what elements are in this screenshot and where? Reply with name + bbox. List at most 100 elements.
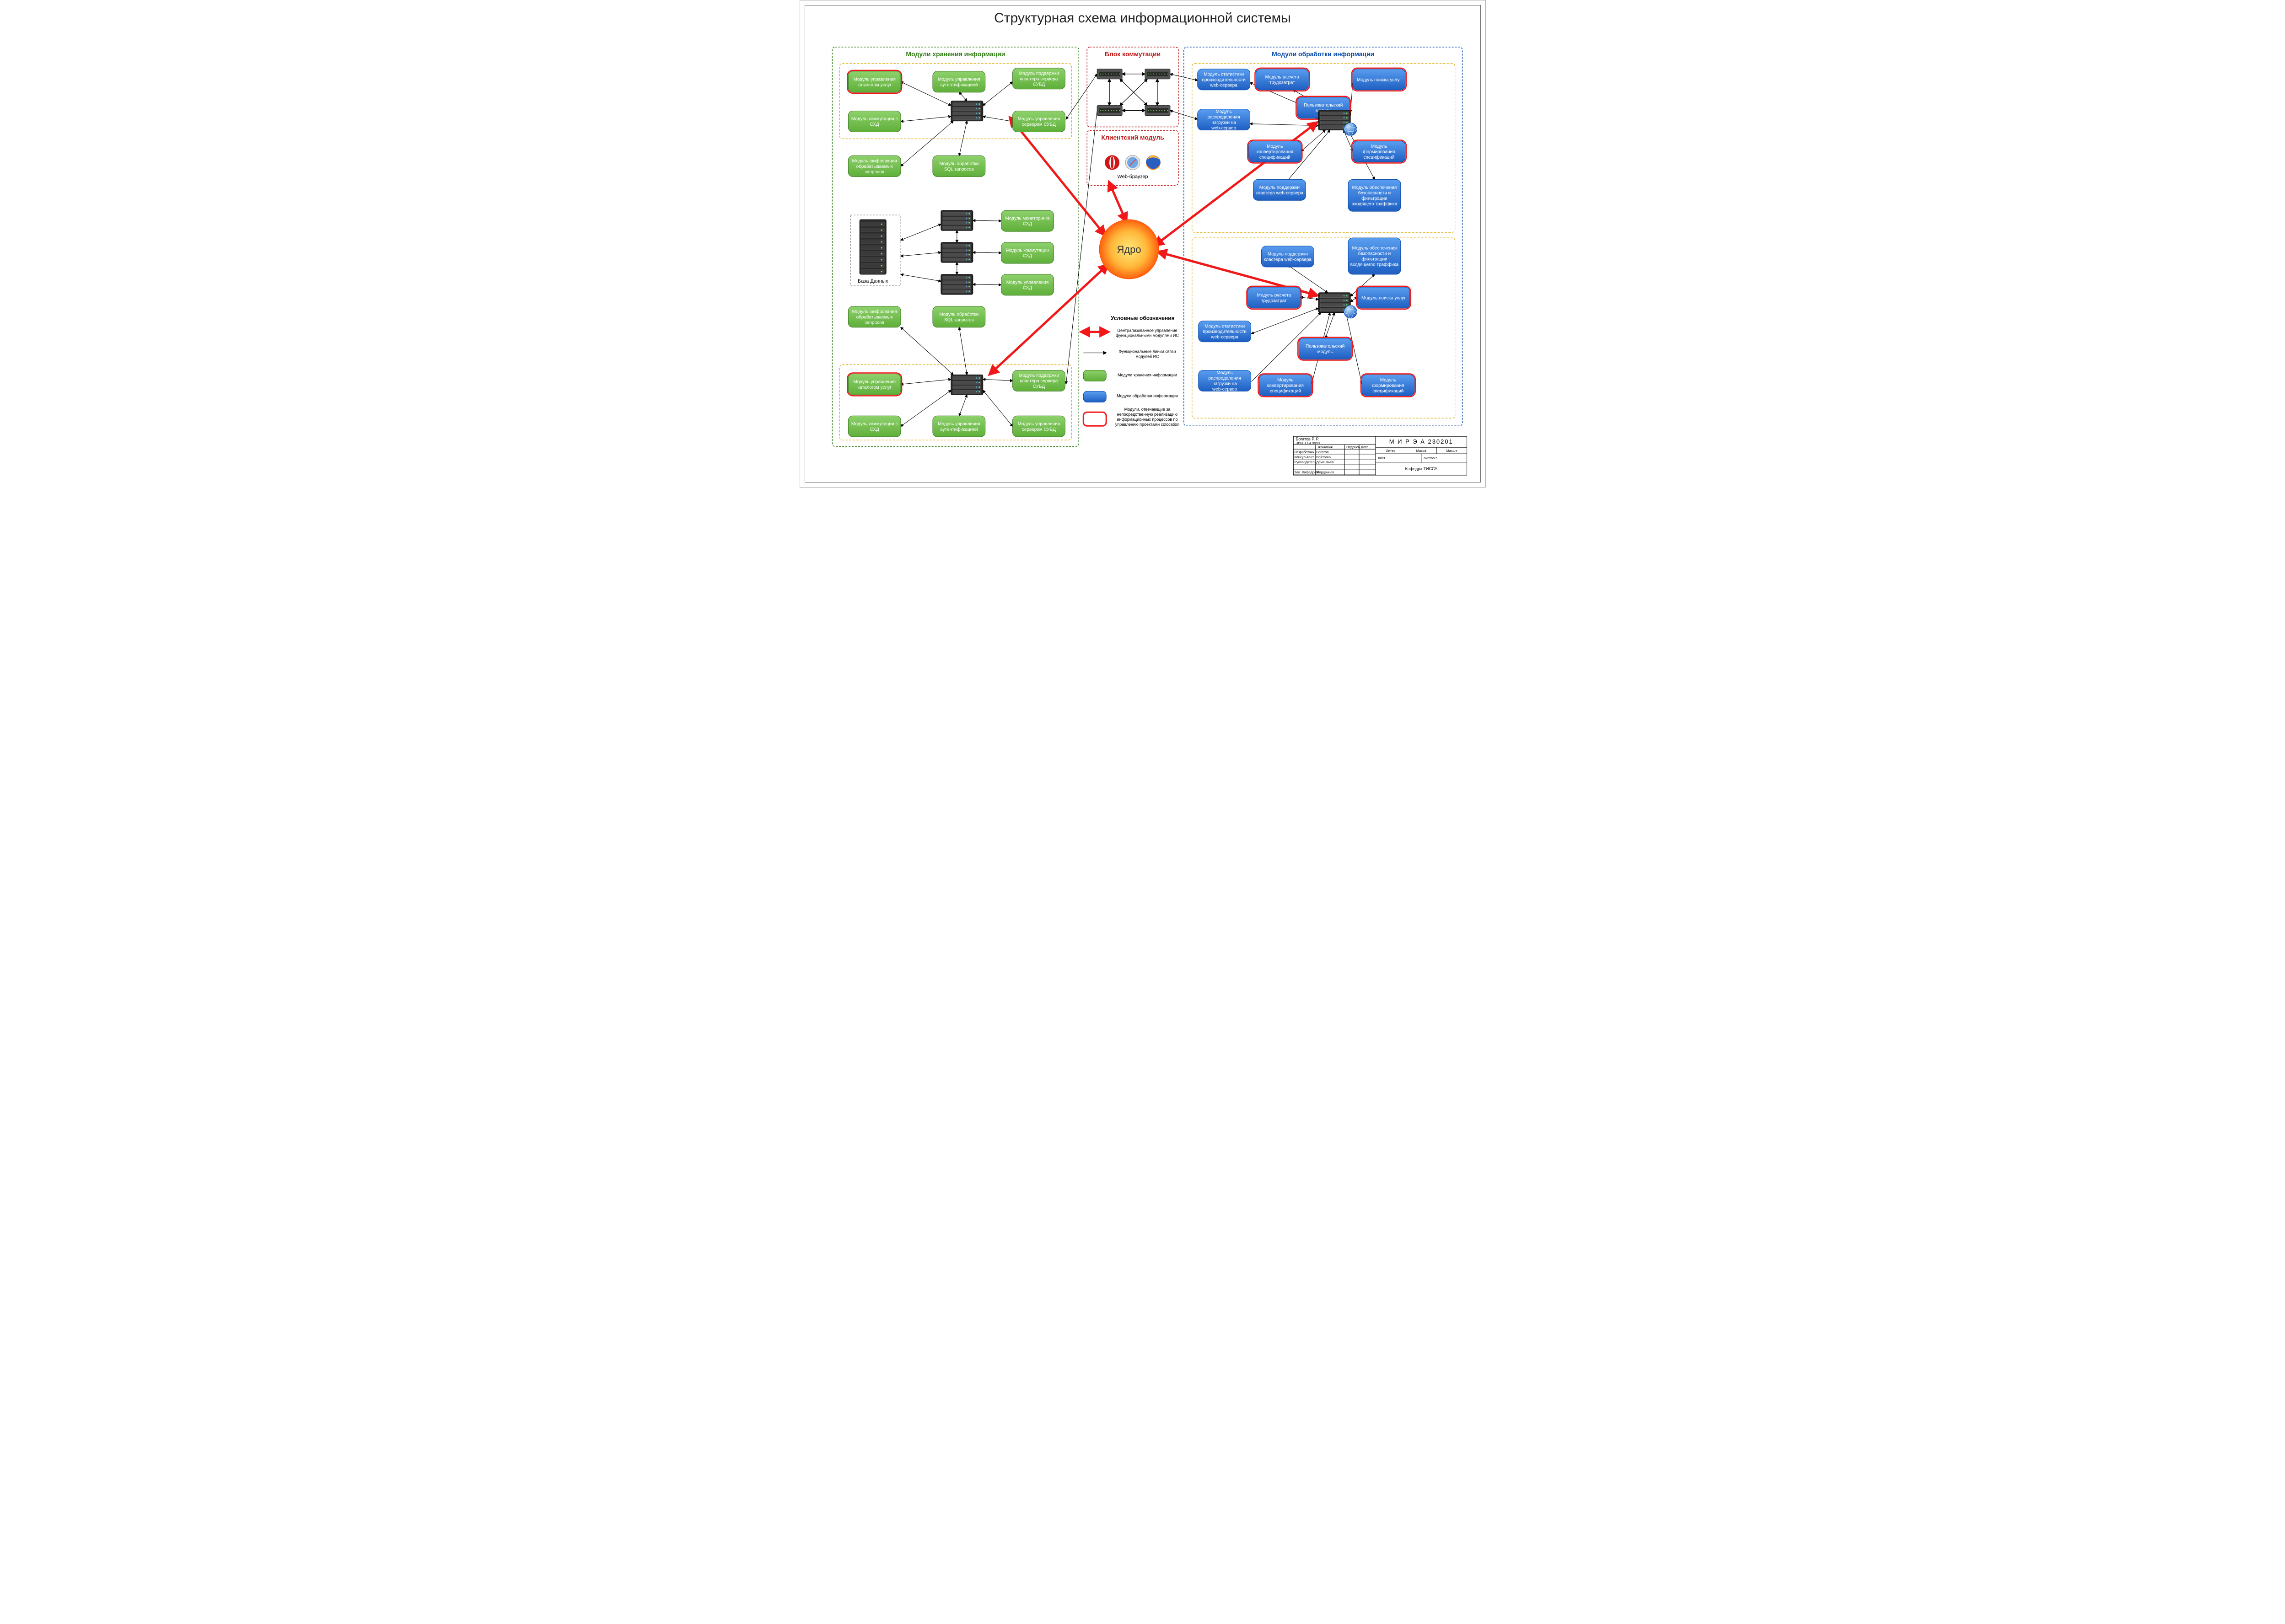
svg-text:Руководитель: Руководитель [1294, 460, 1316, 464]
svg-text:Модуль управления: Модуль управления [1017, 422, 1059, 427]
svg-text:Модуль обеспечения: Модуль обеспечения [1352, 185, 1397, 190]
svg-text:Модуль статистики: Модуль статистики [1204, 324, 1245, 329]
module-g9: Модуль коммутацииСХД [1001, 242, 1054, 263]
svg-text:Модуль обработки: Модуль обработки [939, 161, 979, 166]
svg-text:Дементьев: Дементьев [1316, 460, 1333, 464]
module-b7: Модульформированияспецификаций [1352, 140, 1406, 163]
module-b12: Модуль расчетатрудозатрат [1247, 286, 1301, 309]
svg-text:фильтрации: фильтрации [1361, 196, 1387, 201]
server-icon [941, 274, 973, 295]
svg-text:Модуль: Модуль [1277, 378, 1293, 383]
svg-text:Функциональные линии связи: Функциональные линии связи [1118, 349, 1176, 354]
svg-text:входящего траффика: входящего траффика [1351, 202, 1397, 207]
svg-text:Лист: Лист [1377, 456, 1385, 460]
svg-text:Консультант: Консультант [1294, 455, 1314, 459]
svg-text:СУБД: СУБД [1032, 82, 1045, 87]
module-g14: Модуль поддержкикластера сервераСУБД [1012, 370, 1065, 391]
svg-text:Модуль поиска услуг: Модуль поиска услуг [1357, 77, 1401, 82]
svg-text:кластера web-сервера: кластера web-сервера [1263, 257, 1312, 263]
module-b3: Модуль поиска услуг [1352, 68, 1406, 91]
svg-text:SQL запросов: SQL запросов [944, 317, 973, 322]
module-b5: Модульраспределениянагрузки наweb-сервер [1197, 109, 1250, 131]
page: Структурная схема информационной системы [800, 0, 1486, 488]
svg-text:Богатов: Богатов [1316, 450, 1328, 454]
svg-text:Модуль шифрования: Модуль шифрования [852, 309, 897, 314]
svg-text:спецификаций: спецификаций [1259, 155, 1290, 160]
svg-text:Модуль расчета: Модуль расчета [1257, 293, 1291, 298]
server-icon [941, 210, 973, 230]
svg-text:трудозатрат: трудозатрат [1269, 80, 1295, 85]
server-icon [951, 101, 983, 121]
module-b14: Модуль статистикипроизводительностиweb-с… [1198, 321, 1251, 342]
svg-text:Пользовательский: Пользовательский [1306, 344, 1344, 349]
module-b9: Модуль обеспечениябезопасности ифильтрац… [1348, 179, 1401, 211]
page-title: Структурная схема информационной системы [800, 11, 1485, 26]
module-g7: Модуль обработкиSQL запросов [932, 155, 985, 177]
module-b16: Модульраспределениянагрузки наweb-сервер [1198, 370, 1251, 392]
svg-text:web-сервер: web-сервер [1211, 126, 1236, 131]
module-b11: Модуль обеспечениябезопасности ифильтрац… [1348, 238, 1401, 274]
svg-text:функциональными модулями ИС: функциональными модулями ИС [1116, 333, 1179, 338]
svg-text:обрабатываемых: обрабатываемых [856, 164, 892, 169]
svg-text:информационных процессов по: информационных процессов по [1117, 417, 1177, 422]
svg-text:СХД: СХД [870, 122, 879, 127]
svg-text:производительности: производительности [1203, 329, 1246, 334]
svg-text:нагрузки на: нагрузки на [1211, 120, 1236, 125]
module-b1: Модуль статистикипроизводительностиweb-с… [1197, 69, 1250, 90]
svg-text:спецификаций: спецификаций [1372, 389, 1403, 394]
svg-text:спецификаций: спецификаций [1269, 389, 1301, 394]
svg-text:Ядро: Ядро [1117, 244, 1141, 255]
module-g15: Модуль коммутации сСХД [848, 416, 901, 437]
svg-text:конвертирования: конвертирования [1267, 383, 1303, 388]
svg-text:непосредственную реализацию: непосредственную реализацию [1117, 412, 1177, 417]
module-b13: Модуль поиска услуг [1356, 286, 1411, 309]
svg-text:Модуль статистики: Модуль статистики [1204, 72, 1244, 77]
module-b17: Модульконвертированияспецификаций [1258, 374, 1312, 397]
svg-text:web-сервера: web-сервера [1210, 335, 1238, 340]
svg-text:СУБД: СУБД [1032, 384, 1045, 389]
svg-text:Модуль расчета: Модуль расчета [1265, 75, 1299, 80]
svg-text:Модуль: Модуль [1371, 144, 1387, 149]
module-g10: Модуль управленияСХД [1001, 274, 1054, 295]
svg-text:каталогом услуг: каталогом услуг [857, 385, 892, 390]
diagram-canvas: Модули хранения информацииБлок коммутаци… [809, 28, 1476, 478]
svg-text:Модули обработки информации: Модули обработки информации [1272, 50, 1374, 58]
svg-text:Модуль поддержки: Модуль поддержки [1259, 185, 1299, 190]
module-b2: Модуль расчетатрудозатрат [1255, 68, 1309, 91]
svg-text:Модуль: Модуль [1267, 144, 1283, 149]
switch-icon [1097, 106, 1122, 116]
module-g6: Модуль шифрованияобрабатываемыхзапросов [848, 155, 901, 177]
browsers: Web-браузер [1105, 155, 1161, 179]
svg-text:Модуль: Модуль [1216, 370, 1232, 375]
svg-text:сервером СУБД: сервером СУБД [1022, 427, 1055, 432]
svg-text:Модуль обработки: Модуль обработки [939, 312, 979, 317]
svg-text:Модуль управления: Модуль управления [853, 77, 895, 82]
server-icon [941, 242, 973, 263]
module-g3: Модуль поддержкикластера сервераСУБД [1012, 68, 1065, 89]
svg-text:каталогом услуг: каталогом услуг [857, 82, 892, 87]
legend-item: Модули обработки информации [1083, 391, 1178, 402]
module-g17: Модуль управлениясервером СУБД [1012, 416, 1065, 437]
svg-text:Модуль управления: Модуль управления [1006, 280, 1048, 285]
module-b10: Модуль поддержкикластера web-сервера [1261, 246, 1314, 267]
svg-text:Модуль шифрования: Модуль шифрования [852, 159, 897, 164]
module-b8: Модуль поддержкикластера web-сервера [1253, 179, 1306, 200]
core: Ядро [1099, 220, 1159, 279]
svg-text:СХД: СХД [870, 427, 879, 432]
server-icon [1318, 293, 1357, 318]
svg-text:М И Р Э А 230201: М И Р Э А 230201 [1389, 438, 1453, 445]
svg-text:Блок коммутации: Блок коммутации [1104, 50, 1160, 58]
svg-text:Клиентский модуль: Клиентский модуль [1101, 134, 1164, 141]
svg-text:безопасности и: безопасности и [1358, 252, 1390, 257]
svg-text:СХД: СХД [1022, 254, 1032, 259]
svg-text:Подпись: Подпись [1346, 445, 1360, 449]
svg-text:СХД: СХД [1022, 285, 1032, 290]
svg-text:кластера сервера: кластера сервера [1020, 379, 1058, 384]
svg-text:Модуль мониторинга: Модуль мониторинга [1005, 216, 1050, 221]
module-g8: Модуль мониторингаСХД [1001, 210, 1054, 231]
svg-text:Литер: Литер [1386, 449, 1395, 453]
svg-text:трудозатрат: трудозатрат [1261, 298, 1287, 303]
svg-text:кластера web-сервера: кластера web-сервера [1255, 191, 1303, 196]
svg-text:SQL запросов: SQL запросов [944, 167, 973, 172]
svg-text:Модуль коммутации с: Модуль коммутации с [851, 117, 898, 122]
